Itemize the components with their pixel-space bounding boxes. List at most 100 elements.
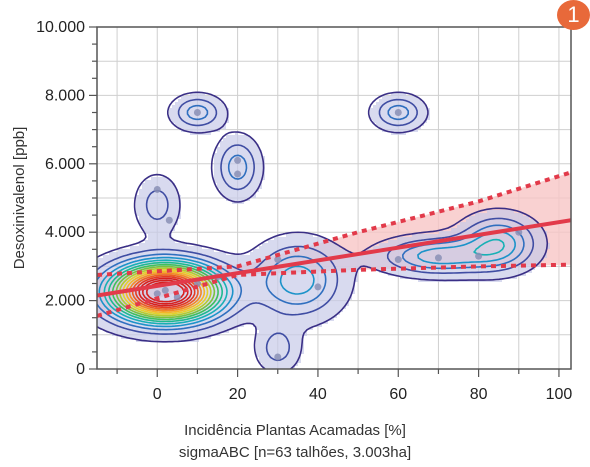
density-cell — [415, 249, 418, 252]
density-cell — [223, 177, 226, 180]
density-cell — [451, 258, 454, 261]
density-cell — [148, 219, 151, 222]
density-cell — [274, 339, 277, 342]
density-cell — [163, 183, 166, 186]
density-cell — [181, 123, 184, 126]
density-cell — [397, 99, 400, 102]
density-cell — [286, 237, 289, 240]
density-cell — [175, 111, 178, 114]
density-cell — [154, 240, 157, 243]
density-cell — [226, 147, 229, 150]
density-cell — [337, 282, 340, 285]
density-cell — [331, 306, 334, 309]
density-cell — [169, 186, 172, 189]
density-cell — [292, 300, 295, 303]
density-cell — [289, 315, 292, 318]
density-cell — [133, 327, 136, 330]
density-cell — [145, 246, 148, 249]
density-cell — [331, 276, 334, 279]
density-cell — [433, 264, 436, 267]
density-cell — [487, 210, 490, 213]
density-cell — [142, 330, 145, 333]
density-cell — [523, 270, 526, 273]
density-cell — [187, 294, 190, 297]
density-cell — [250, 300, 253, 303]
density-cell — [163, 210, 166, 213]
density-cell — [256, 264, 259, 267]
density-cell — [493, 276, 496, 279]
density-cell — [424, 255, 427, 258]
density-cell — [283, 252, 286, 255]
density-cell — [211, 108, 214, 111]
density-cell — [349, 270, 352, 273]
density-cell — [274, 321, 277, 324]
density-cell — [442, 243, 445, 246]
density-cell — [232, 174, 235, 177]
density-cell — [163, 225, 166, 228]
density-cell — [502, 216, 505, 219]
density-cell — [238, 321, 241, 324]
density-cell — [283, 321, 286, 324]
density-cell — [259, 306, 262, 309]
density-cell — [295, 315, 298, 318]
density-cell — [289, 342, 292, 345]
density-cell — [289, 240, 292, 243]
density-cell — [253, 177, 256, 180]
density-cell — [151, 180, 154, 183]
density-cell — [445, 252, 448, 255]
density-cell — [175, 222, 178, 225]
density-cell — [256, 312, 259, 315]
density-cell — [217, 186, 220, 189]
density-cell — [208, 315, 211, 318]
density-cell — [139, 276, 142, 279]
density-cell — [319, 279, 322, 282]
density-cell — [478, 243, 481, 246]
density-cell — [262, 318, 265, 321]
density-cell — [133, 249, 136, 252]
density-cell — [295, 324, 298, 327]
density-cell — [517, 216, 520, 219]
density-cell — [196, 120, 199, 123]
density-cell — [154, 252, 157, 255]
density-cell — [349, 288, 352, 291]
density-cell — [124, 261, 127, 264]
density-cell — [169, 243, 172, 246]
density-cell — [151, 339, 154, 342]
density-cell — [376, 264, 379, 267]
density-cell — [532, 231, 535, 234]
density-cell — [118, 324, 121, 327]
density-cell — [295, 246, 298, 249]
density-cell — [478, 276, 481, 279]
density-cell — [415, 102, 418, 105]
density-cell — [511, 252, 514, 255]
density-cell — [220, 123, 223, 126]
density-cell — [235, 189, 238, 192]
density-cell — [283, 324, 286, 327]
density-cell — [238, 180, 241, 183]
density-cell — [541, 240, 544, 243]
density-cell — [115, 303, 118, 306]
density-cell — [412, 99, 415, 102]
density-cell — [511, 210, 514, 213]
density-cell — [205, 102, 208, 105]
density-cell — [199, 246, 202, 249]
density-cell — [499, 264, 502, 267]
density-cell — [481, 237, 484, 240]
density-cell — [283, 354, 286, 357]
density-cell — [226, 168, 229, 171]
density-cell — [175, 108, 178, 111]
density-cell — [475, 240, 478, 243]
density-cell — [214, 303, 217, 306]
density-cell — [286, 357, 289, 360]
density-cell — [256, 156, 259, 159]
density-cell — [151, 255, 154, 258]
density-cell — [169, 336, 172, 339]
density-cell — [157, 246, 160, 249]
x-tick-label: 0 — [153, 386, 162, 400]
density-cell — [181, 261, 184, 264]
density-cell — [289, 363, 292, 366]
density-cell — [490, 243, 493, 246]
density-cell — [415, 99, 418, 102]
density-cell — [97, 282, 100, 285]
density-cell — [247, 306, 250, 309]
